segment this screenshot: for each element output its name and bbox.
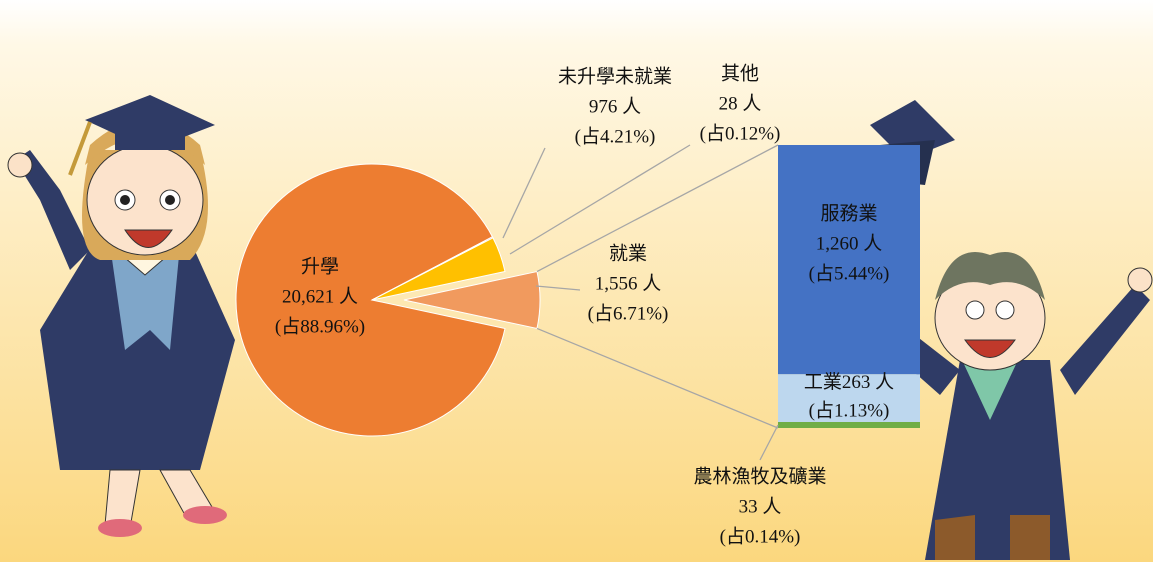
leader-line bbox=[759, 424, 779, 461]
value-label: 1,556 人 bbox=[595, 272, 662, 294]
value-label: 1,260 人 bbox=[816, 232, 883, 254]
percent-label: (占1.13%) bbox=[809, 399, 890, 421]
leader-line bbox=[509, 144, 691, 255]
graduate-girl bbox=[7, 95, 235, 537]
value-label: 263 人 bbox=[842, 371, 894, 393]
category-label: 農林漁牧及礦業 bbox=[693, 465, 826, 487]
category-label: 就業 bbox=[609, 242, 647, 264]
leader-line bbox=[502, 147, 546, 239]
leader-line bbox=[535, 285, 581, 291]
value-label: 33 人 bbox=[739, 495, 782, 517]
plot: 升學 20,621 人 (占88.96%) 就業 1,556 人 (占6.71%) 未升學未… bbox=[235, 62, 920, 547]
percent-label: (占4.21%) bbox=[575, 125, 656, 147]
percent-label: (占6.71%) bbox=[588, 302, 669, 324]
value-label: 976 人 bbox=[589, 95, 641, 117]
category-label: 未升學未就業 bbox=[558, 65, 672, 87]
connector-line bbox=[536, 327, 779, 429]
percent-label: (占0.12%) bbox=[700, 122, 781, 144]
pie-slice bbox=[403, 270, 541, 330]
percent-label: (占88.96%) bbox=[275, 315, 365, 337]
value-label: 20,621 人 bbox=[282, 285, 358, 307]
category-label: 升學 bbox=[301, 255, 339, 277]
bar-segment bbox=[778, 421, 920, 428]
category-label: 服務業 bbox=[820, 202, 877, 224]
category-label: 工業 bbox=[804, 371, 842, 393]
bar-segment bbox=[778, 374, 920, 422]
percent-label: (占5.44%) bbox=[809, 262, 890, 284]
pie-slice bbox=[235, 163, 506, 437]
category-label: 其他 bbox=[721, 62, 759, 84]
bar-segment bbox=[778, 145, 920, 375]
segment-label: 工業263 人 bbox=[804, 371, 894, 393]
value-label: 28 人 bbox=[719, 92, 762, 114]
pie-slice bbox=[371, 236, 494, 301]
percent-label: (占0.14%) bbox=[720, 525, 801, 547]
connector-line bbox=[536, 144, 779, 273]
